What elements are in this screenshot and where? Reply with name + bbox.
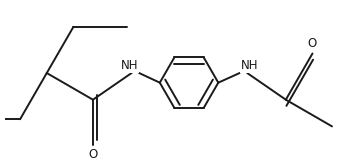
Text: NH: NH (241, 59, 258, 72)
Text: O: O (308, 37, 317, 50)
Text: NH: NH (121, 59, 138, 72)
Text: O: O (88, 148, 98, 161)
